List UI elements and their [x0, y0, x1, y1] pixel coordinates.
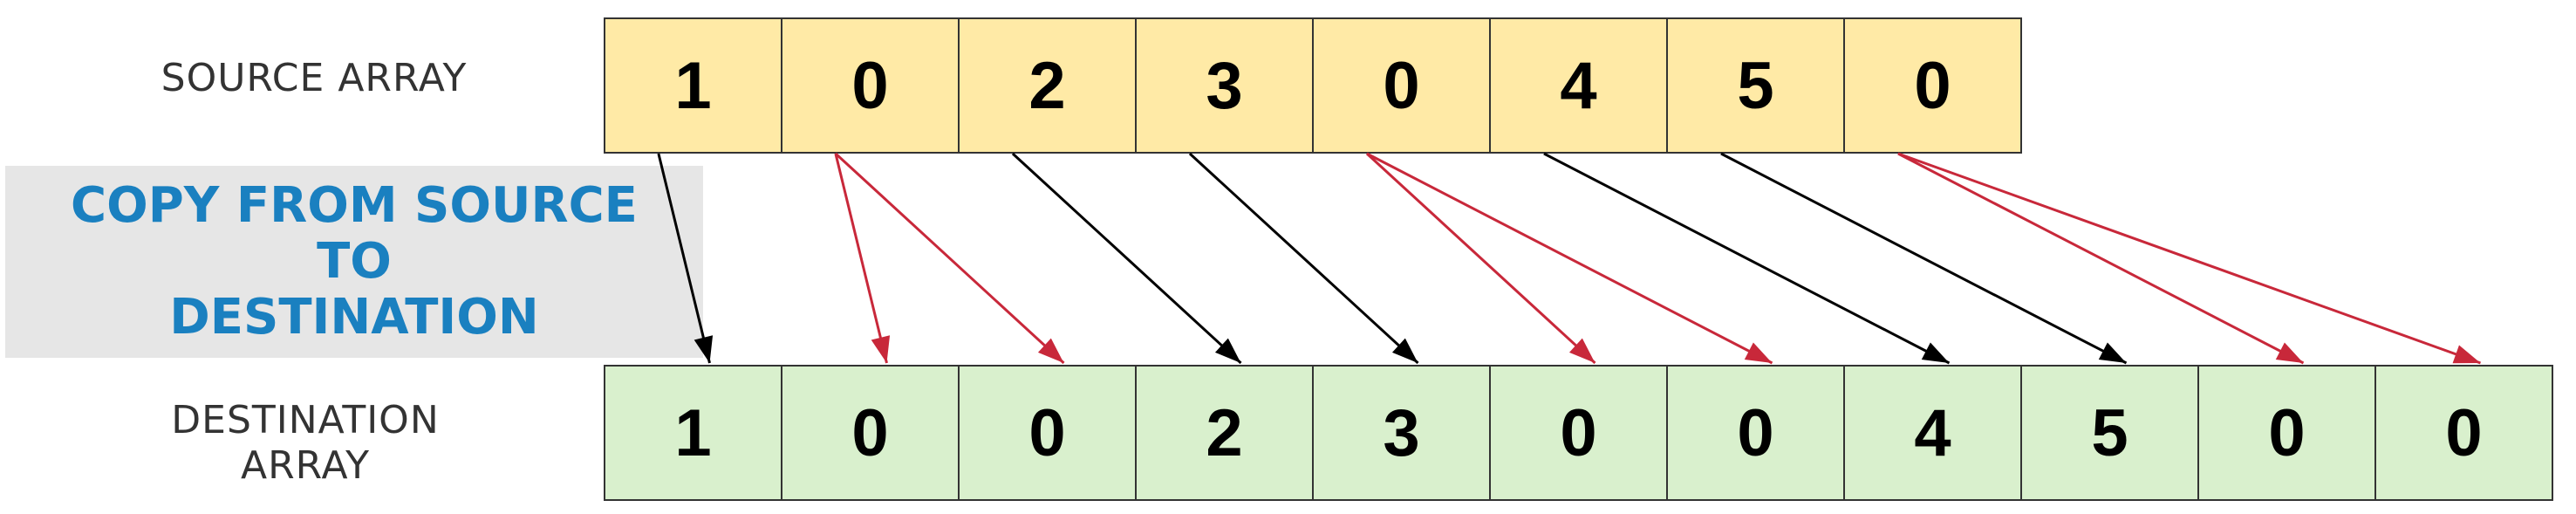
arrowhead-0-to-0 [694, 335, 714, 363]
destination-cell-3: 2 [1137, 365, 1314, 501]
note-line1: COPY FROM SOURCE TO [71, 177, 638, 290]
arrow-3-to-4 [1188, 152, 1419, 365]
source-cell-5: 4 [1491, 17, 1668, 154]
destination-array-label: DESTINATION ARRAY [105, 398, 506, 489]
destination-cell-5: 0 [1491, 365, 1668, 501]
arrow-5-to-7 [1543, 152, 1951, 365]
arrowhead-1-to-1 [871, 335, 891, 363]
note-line2: DESTINATION [169, 289, 539, 346]
arrow-6-to-8 [1720, 152, 2128, 365]
destination-label-line1: DESTINATION [171, 398, 440, 442]
source-array-label: SOURCE ARRAY [161, 56, 468, 100]
destination-cell-9: 0 [2199, 365, 2376, 501]
source-cell-4: 0 [1314, 17, 1491, 154]
destination-cell-6: 0 [1668, 365, 1845, 501]
arrowhead-1-to-2 [1037, 338, 1064, 363]
arrowhead-2-to-3 [1214, 338, 1241, 363]
destination-cell-2: 0 [960, 365, 1137, 501]
destination-cell-10: 0 [2376, 365, 2553, 501]
source-cell-0: 1 [605, 17, 782, 154]
arrow-7-to-10 [1897, 152, 2482, 365]
arrowhead-4-to-6 [1744, 342, 1773, 363]
arrow-4-to-6 [1366, 152, 1773, 365]
source-cell-6: 5 [1668, 17, 1845, 154]
arrow-1-to-1 [834, 153, 888, 364]
destination-cell-8: 5 [2022, 365, 2199, 501]
arrow-7-to-9 [1897, 152, 2305, 365]
arrow-4-to-5 [1365, 152, 1596, 365]
note-box: COPY FROM SOURCE TO DESTINATION [5, 166, 703, 358]
arrow-2-to-3 [1011, 152, 1242, 365]
arrow-0-to-0 [657, 153, 711, 364]
arrowhead-7-to-9 [2275, 342, 2304, 363]
note-text: COPY FROM SOURCE TO DESTINATION [40, 178, 668, 346]
source-cell-7: 0 [1845, 17, 2022, 154]
destination-cell-4: 3 [1314, 365, 1491, 501]
destination-label-line2: ARRAY [240, 443, 371, 488]
source-cell-2: 2 [960, 17, 1137, 154]
arrowhead-4-to-5 [1568, 338, 1595, 363]
arrow-1-to-2 [834, 152, 1065, 365]
arrowhead-7-to-10 [2452, 345, 2481, 364]
arrowhead-5-to-7 [1921, 342, 1950, 363]
destination-cell-7: 4 [1845, 365, 2022, 501]
arrowhead-6-to-8 [2098, 342, 2127, 363]
arrowhead-3-to-4 [1391, 338, 1418, 363]
source-cell-1: 0 [782, 17, 960, 154]
destination-cell-1: 0 [782, 365, 960, 501]
source-cell-3: 3 [1137, 17, 1314, 154]
destination-cell-0: 1 [605, 365, 782, 501]
